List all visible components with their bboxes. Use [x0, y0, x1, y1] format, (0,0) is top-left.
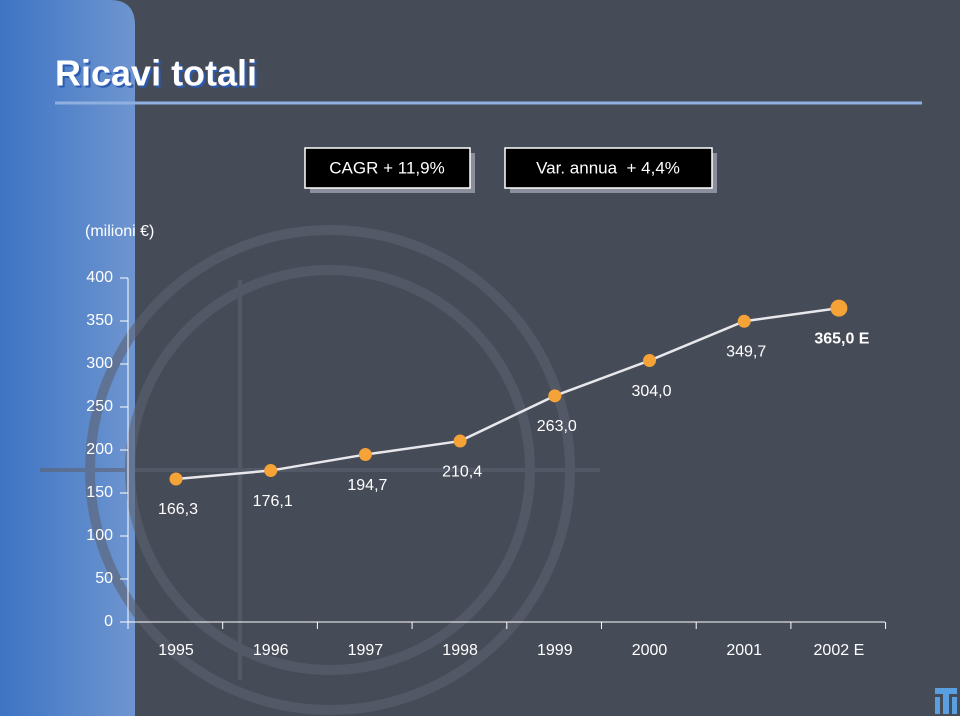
- line: [175, 306, 840, 481]
- y-tick-label: 400: [86, 269, 113, 286]
- data-label: 166,3: [158, 501, 198, 518]
- title-shadow: Ricavi totali: [57, 55, 259, 96]
- y-tick-label: 0: [104, 613, 113, 630]
- point: [264, 464, 278, 478]
- point: [169, 472, 183, 486]
- data-label: 263,0: [537, 418, 577, 435]
- logo: [935, 688, 957, 714]
- point: [643, 354, 656, 368]
- data-label: 349,7: [726, 343, 766, 360]
- data-label: 365,0 E: [814, 330, 869, 347]
- x-tick-label: 1999: [537, 642, 573, 659]
- data-label: 304,0: [631, 383, 671, 400]
- plot: 0 50 100 150 200 250 300 350 400 166,3 1995 176,1 19…: [86, 269, 887, 659]
- y-tick-label: 100: [86, 527, 113, 544]
- x-tick-label: 2000: [632, 642, 668, 659]
- x-tick-label: 2001: [726, 642, 762, 659]
- point: [830, 299, 848, 317]
- unit-label: (milioni €): [85, 223, 154, 240]
- y-tick-label: 200: [86, 441, 113, 458]
- chart-title: Ricavi totali: [55, 53, 257, 94]
- y-tick-label: 350: [86, 312, 113, 329]
- point: [453, 434, 467, 448]
- background-emblem: [40, 225, 600, 715]
- point: [358, 448, 372, 462]
- y-tick-label: 250: [86, 398, 113, 415]
- y-tick-label: 300: [86, 355, 113, 372]
- point: [737, 314, 751, 328]
- cagr-box: [304, 147, 471, 189]
- x-tick-label: 1995: [158, 642, 194, 659]
- y-tick-label: 150: [86, 484, 113, 501]
- point: [548, 389, 562, 403]
- x-tick-label: 1998: [442, 642, 478, 659]
- var-label: Var. annua + 4,4%: [536, 158, 680, 177]
- x-tick-label: 2002 E: [814, 642, 865, 659]
- cagr-label: CAGR + 11,9%: [329, 158, 444, 177]
- data-label: 176,1: [253, 493, 293, 510]
- x-tick-label: 1996: [253, 642, 289, 659]
- data-label: 194,7: [347, 477, 387, 494]
- var-box: [504, 147, 713, 189]
- y-tick-label: 50: [95, 570, 113, 587]
- data-label: 210,4: [442, 463, 482, 480]
- x-tick-label: 1997: [348, 642, 384, 659]
